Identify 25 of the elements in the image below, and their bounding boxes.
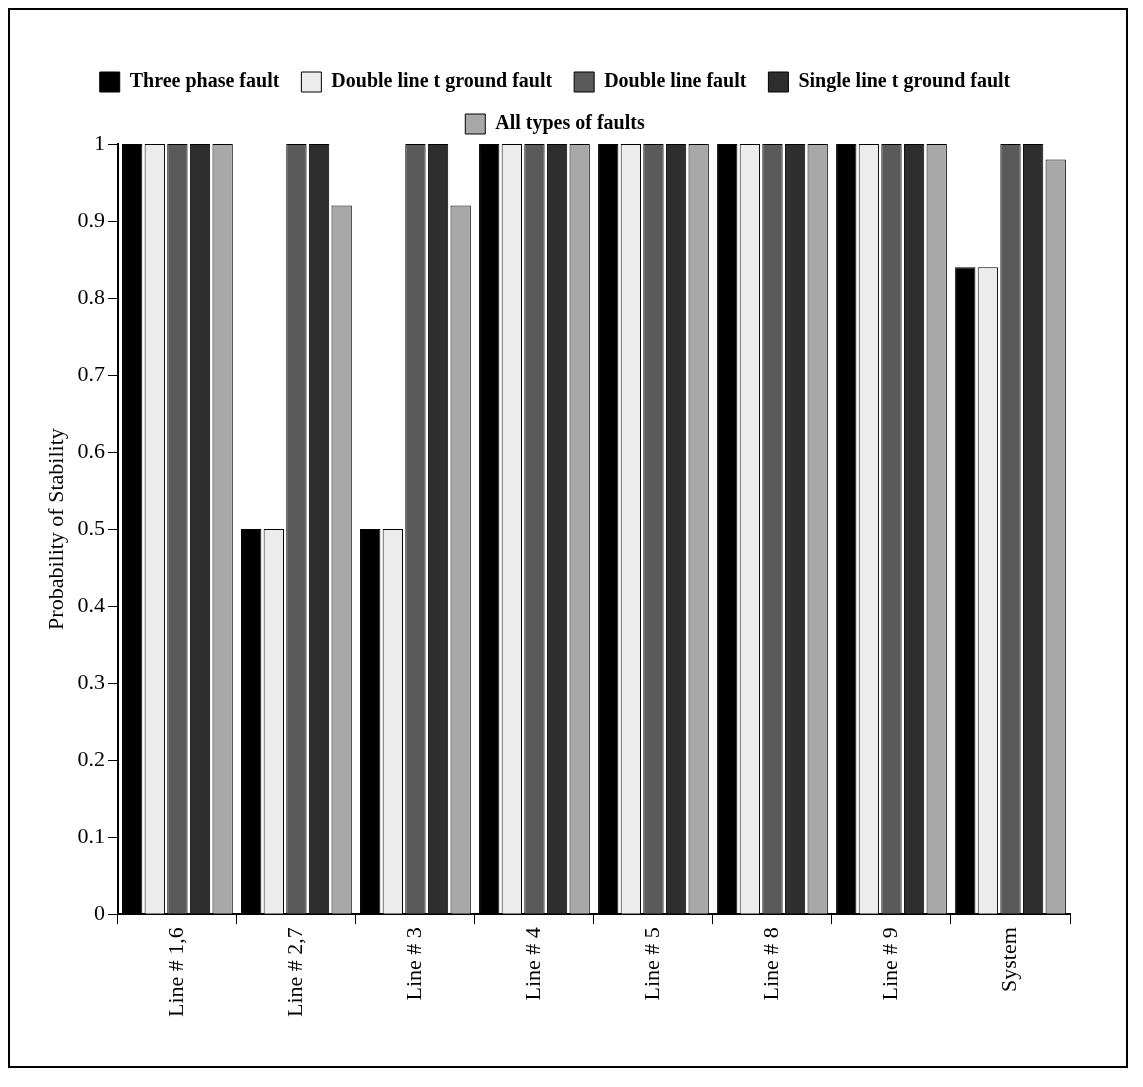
x-tick-label: System	[996, 927, 1022, 992]
y-tick-label: 0.4	[77, 591, 105, 617]
x-tick-label: Line # 3	[401, 927, 427, 1001]
x-tick-label: Line # 4	[520, 927, 546, 1001]
legend-label: Double line t ground fault	[331, 69, 553, 93]
y-axis-title: Probability of Stability	[42, 428, 68, 630]
y-tick-label: 0.1	[77, 822, 105, 848]
legend-label: All types of faults	[495, 111, 645, 135]
x-tick-label: Line # 8	[758, 927, 784, 1001]
y-tick-label: 0.2	[77, 745, 105, 771]
y-tick-label: 0	[93, 899, 105, 925]
legend-label: Single line t ground fault	[798, 69, 1011, 93]
y-tick-label: 0.3	[77, 668, 105, 694]
x-tick-label: Line # 9	[877, 927, 903, 1001]
x-tick-label: Line # 1,6	[163, 927, 189, 1018]
x-tick-label: Line # 2,7	[282, 927, 308, 1018]
y-tick-label: 0.9	[77, 206, 105, 232]
legend-label: Double line fault	[604, 69, 747, 92]
y-tick-label: 0.8	[77, 283, 105, 309]
y-tick-label: 0.6	[77, 437, 105, 463]
y-tick-label: 0.7	[77, 360, 105, 386]
y-tick-label: 0.5	[77, 514, 105, 540]
y-tick-label: 1	[93, 129, 105, 155]
x-tick-label: Line # 5	[639, 927, 665, 1001]
legend-label: Three phase fault	[129, 69, 280, 93]
